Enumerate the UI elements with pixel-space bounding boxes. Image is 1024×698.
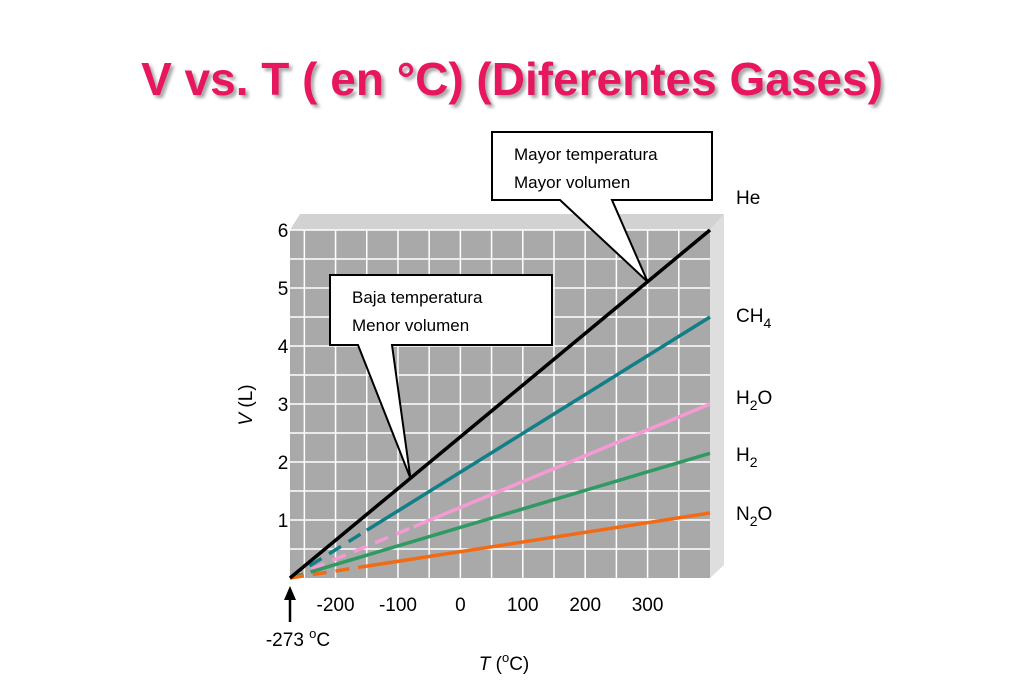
x-tick-label: -100 [379, 595, 417, 616]
y-tick-label: 5 [278, 279, 289, 300]
x-axis-label: T (oC) [479, 650, 530, 675]
series-line-5 [366, 511, 711, 568]
x-axis-label-sup: o [502, 650, 509, 665]
y-axis-label-var: V [236, 411, 257, 426]
y-axis-label-unit: (L) [236, 384, 257, 413]
plot-top-face [290, 214, 724, 230]
series-label-5: N2O [736, 504, 772, 529]
series-line-2 [365, 315, 711, 532]
series-dashed-2 [289, 528, 368, 580]
x-axis-label-var: T [479, 654, 492, 675]
series-label-2: CH4 [736, 306, 771, 331]
callout-box [491, 131, 713, 283]
callout-text-line: Mayor volumen [514, 173, 630, 192]
callout-text-line: Baja temperatura [352, 288, 483, 307]
series-dashed-5 [289, 564, 368, 580]
y-tick-labels: 1 2 3 4 5 6 [278, 221, 289, 532]
origin-arrow-head [284, 586, 296, 600]
callout-text-line: Mayor temperatura [514, 145, 658, 164]
series-line-1 [288, 228, 712, 580]
origin-label: -273 oC [266, 626, 330, 651]
x-tick-label: 200 [569, 595, 601, 616]
origin-label-sup: o [309, 626, 316, 641]
y-tick-label: 1 [278, 511, 289, 532]
y-tick-label: 4 [278, 337, 289, 358]
callout-low: Baja temperatura Menor volumen [329, 274, 553, 479]
y-axis-label: V (L) [236, 384, 257, 425]
series-label-1: He [736, 188, 760, 209]
callout-box [329, 274, 553, 479]
x-tick-label: 300 [632, 595, 664, 616]
series-layer [288, 228, 712, 580]
series-line-3 [412, 402, 711, 529]
series-label-4: H2 [736, 445, 758, 470]
series-label-3: H2O [736, 388, 772, 413]
x-tick-label: 100 [507, 595, 539, 616]
svg-text:V (L): V (L) [236, 384, 257, 425]
y-tick-label: 6 [278, 221, 289, 242]
x-axis-label-open: ( [490, 654, 502, 675]
callout-high: Mayor temperatura Mayor volumen [491, 131, 713, 283]
page-title: V vs. T ( en °C) (Diferentes Gases) [141, 53, 883, 105]
callout-layer: Mayor temperatura Mayor volumen Baja tempe… [329, 131, 713, 479]
absolute-zero-marker: -273 oC [266, 586, 330, 651]
y-tick-label: 2 [278, 453, 289, 474]
series-line-4 [310, 451, 711, 574]
series-labels: He CH4 H2O H2 N2O [736, 188, 772, 529]
x-axis-label-end: C) [509, 654, 529, 675]
y-tick-label: 3 [278, 395, 289, 416]
x-tick-label: 0 [455, 595, 466, 616]
x-tick-labels: -200 -100 0 100 200 300 [317, 595, 664, 616]
x-tick-label: -200 [317, 595, 355, 616]
origin-label-main: -273 [266, 630, 309, 651]
callout-text-line: Menor volumen [352, 316, 469, 335]
origin-label-end: C [316, 630, 330, 651]
plot-side-face [710, 214, 724, 578]
